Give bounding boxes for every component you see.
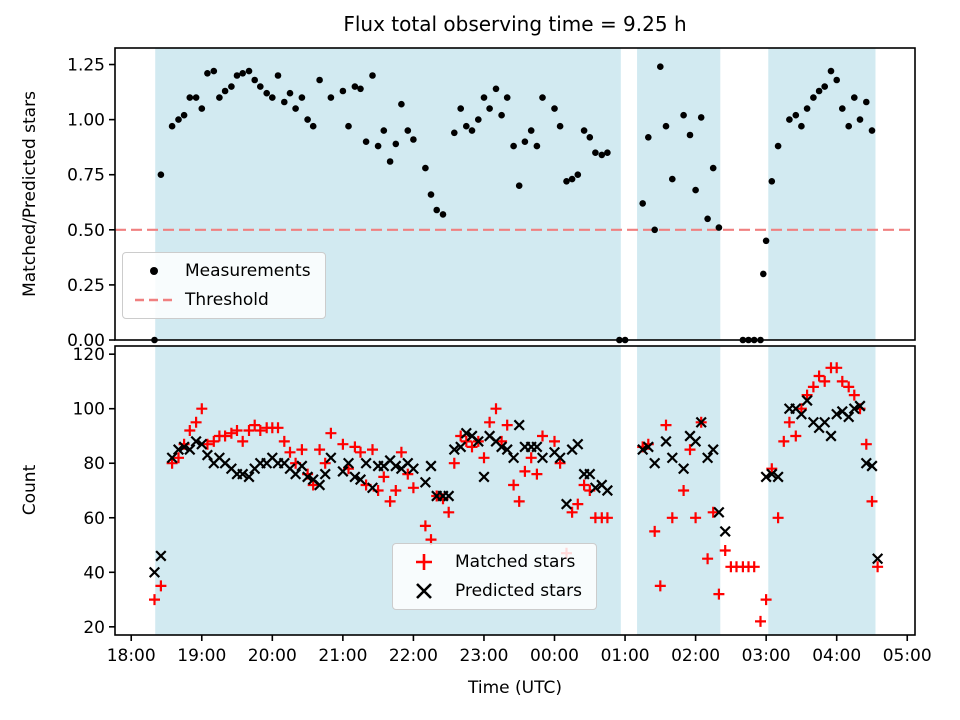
svg-text:01:00: 01:00 <box>601 646 650 666</box>
legend-item-threshold: Threshold <box>133 289 311 311</box>
svg-text:0.25: 0.25 <box>67 276 105 296</box>
legend-label-threshold: Threshold <box>185 290 269 310</box>
svg-text:00:00: 00:00 <box>530 646 579 666</box>
svg-text:100: 100 <box>73 400 105 420</box>
svg-text:60: 60 <box>83 509 105 529</box>
chart-title: Flux total observing time = 9.25 h <box>343 12 687 36</box>
legend-label-predicted: Predicted stars <box>455 581 582 601</box>
legend-item-predicted: Predicted stars <box>403 580 582 602</box>
svg-text:1.25: 1.25 <box>67 56 105 76</box>
x-marker-icon <box>403 580 445 602</box>
svg-text:19:00: 19:00 <box>177 646 226 666</box>
svg-text:20: 20 <box>83 618 105 638</box>
svg-text:0.75: 0.75 <box>67 166 105 186</box>
svg-text:21:00: 21:00 <box>318 646 367 666</box>
svg-text:80: 80 <box>83 454 105 474</box>
dashed-line-icon <box>133 289 175 311</box>
svg-text:05:00: 05:00 <box>883 646 932 666</box>
legend-bottom: Matched stars Predicted stars <box>392 543 597 610</box>
legend-label-matched: Matched stars <box>455 552 576 572</box>
dot-marker-icon <box>133 260 175 282</box>
y-axis-label-bottom: Count <box>20 464 40 516</box>
svg-text:22:00: 22:00 <box>389 646 438 666</box>
svg-text:120: 120 <box>73 345 105 365</box>
svg-text:40: 40 <box>83 563 105 583</box>
legend-top: Measurements Threshold <box>122 252 326 319</box>
svg-text:03:00: 03:00 <box>742 646 791 666</box>
svg-text:18:00: 18:00 <box>107 646 156 666</box>
svg-text:20:00: 20:00 <box>248 646 297 666</box>
x-axis-label: Time (UTC) <box>468 678 562 698</box>
svg-text:04:00: 04:00 <box>812 646 861 666</box>
legend-label-measurements: Measurements <box>185 261 311 281</box>
y-axis-label-top: Matched/Predicted stars <box>20 91 40 297</box>
svg-text:0.50: 0.50 <box>67 221 105 241</box>
svg-text:1.00: 1.00 <box>67 111 105 131</box>
svg-text:0.00: 0.00 <box>67 331 105 351</box>
legend-item-measurements: Measurements <box>133 260 311 282</box>
legend-item-matched: Matched stars <box>403 551 582 573</box>
plus-marker-icon <box>403 551 445 573</box>
svg-text:23:00: 23:00 <box>460 646 509 666</box>
svg-text:02:00: 02:00 <box>671 646 720 666</box>
